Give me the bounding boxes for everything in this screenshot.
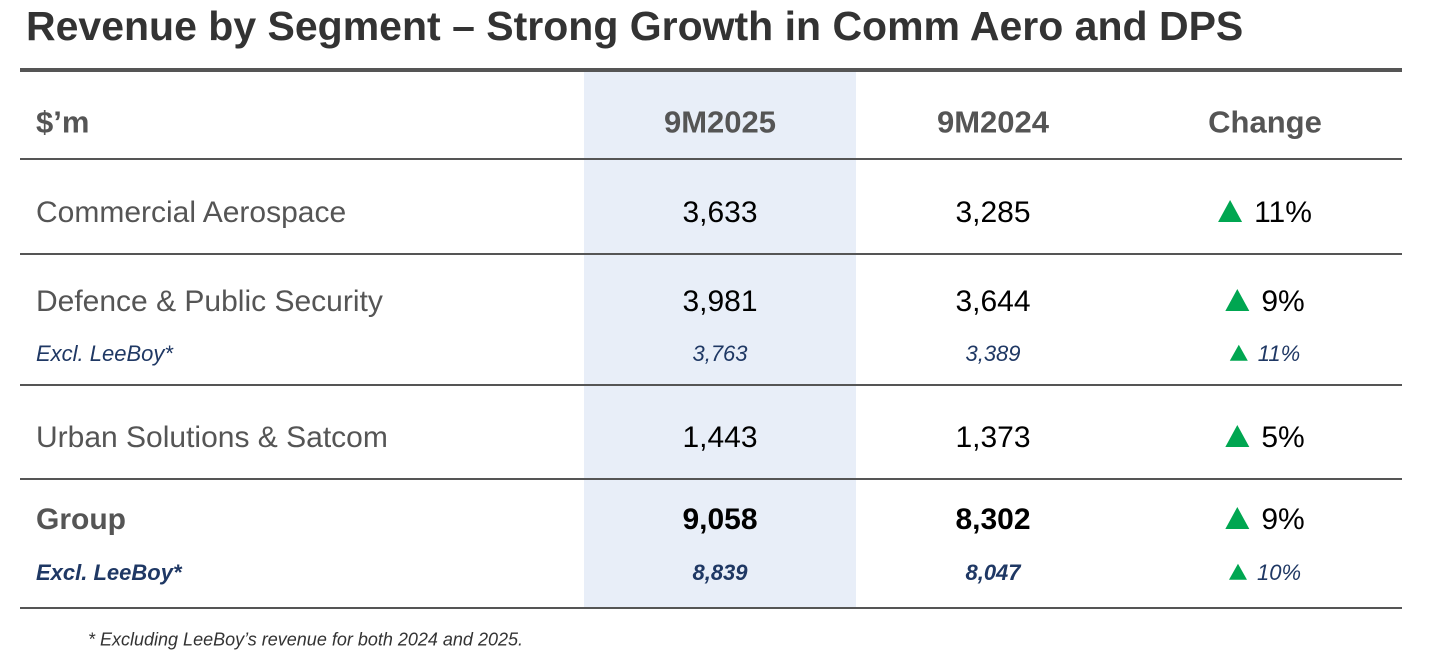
row-rule (20, 158, 1402, 160)
cell-text: 9% (1261, 503, 1305, 536)
cell-text: $’m (36, 104, 90, 140)
value-cell: 3,285 (955, 195, 1030, 231)
row-label: Urban Solutions & Satcom (36, 420, 388, 456)
up-arrow (1218, 200, 1243, 222)
cell-text: 3,285 (955, 196, 1031, 229)
value-cell: 3,644 (955, 284, 1030, 320)
change-cell: 11% (1229, 340, 1301, 367)
change-cell: 5% (1225, 420, 1305, 456)
cell-text: Urban Solutions & Satcom (36, 421, 388, 454)
cell-text: 8,302 (955, 503, 1031, 536)
footnote: * Excluding LeeBoy’s revenue for both 20… (88, 629, 523, 650)
cell-text: Defence & Public Security (36, 285, 383, 318)
cell-text: 1,443 (682, 421, 758, 454)
header-cell: $’m (36, 103, 89, 140)
value-cell: 3,981 (682, 284, 757, 320)
change-cell: 10% (1228, 559, 1302, 586)
value-cell: 9,058 (682, 502, 757, 538)
value-cell: 8,302 (955, 502, 1030, 538)
value-cell: 8,047 (965, 560, 1020, 586)
row-label: Commercial Aerospace (36, 195, 346, 231)
cell-text: 11% (1254, 196, 1312, 229)
cell-text: 9,058 (682, 503, 758, 536)
row-label: Excl. LeeBoy* (36, 560, 182, 586)
value-cell: 8,839 (692, 560, 747, 586)
row-label: Group (36, 502, 126, 538)
up-arrow (1225, 507, 1250, 529)
cell-text: 8,047 (965, 559, 1021, 585)
cell-text: Excl. LeeBoy* (36, 559, 182, 585)
up-arrow (1228, 563, 1247, 580)
header-cell: 9M2024 (937, 103, 1049, 140)
cell-text: 8,839 (692, 559, 748, 585)
cell-text: 9M2025 (663, 104, 777, 140)
column-highlight (584, 72, 856, 608)
change-cell: 9% (1225, 502, 1305, 538)
change-cell: 9% (1225, 284, 1305, 320)
value-cell: 3,763 (692, 341, 747, 367)
top-rule (20, 68, 1402, 72)
cell-text: 11% (1257, 340, 1301, 366)
cell-text: Group (36, 503, 126, 536)
cell-text: 10% (1256, 559, 1302, 585)
row-label: Excl. LeeBoy* (36, 341, 173, 367)
up-arrow (1225, 425, 1250, 447)
row-rule (20, 253, 1402, 255)
row-rule (20, 607, 1402, 609)
row-rule (20, 384, 1402, 386)
cell-text: Excl. LeeBoy* (36, 340, 173, 366)
cell-text: 5% (1261, 421, 1305, 454)
value-cell: 3,389 (965, 341, 1020, 367)
value-cell: 3,633 (682, 195, 757, 231)
value-cell: 1,373 (955, 420, 1030, 456)
cell-text: 3,763 (692, 340, 748, 366)
cell-text: 3,644 (955, 285, 1031, 318)
value-cell: 1,443 (682, 420, 757, 456)
title: Revenue by Segment – Strong Growth in Co… (26, 3, 1244, 49)
cell-text: 1,373 (955, 421, 1031, 454)
row-label: Defence & Public Security (36, 284, 383, 320)
cell-text: 3,981 (682, 285, 758, 318)
header-cell: 9M2025 (664, 103, 776, 140)
up-arrow (1225, 289, 1250, 311)
cell-text: 9% (1261, 285, 1305, 318)
cell-text: 3,633 (682, 196, 758, 229)
header-cell: Change (1208, 103, 1322, 140)
row-rule (20, 478, 1402, 480)
up-arrow (1229, 344, 1248, 361)
cell-text: Commercial Aerospace (36, 196, 347, 229)
cell-text: Change (1208, 104, 1322, 140)
cell-text: 3,389 (965, 340, 1021, 366)
cell-text: 9M2024 (936, 104, 1050, 140)
change-cell: 11% (1218, 195, 1312, 231)
